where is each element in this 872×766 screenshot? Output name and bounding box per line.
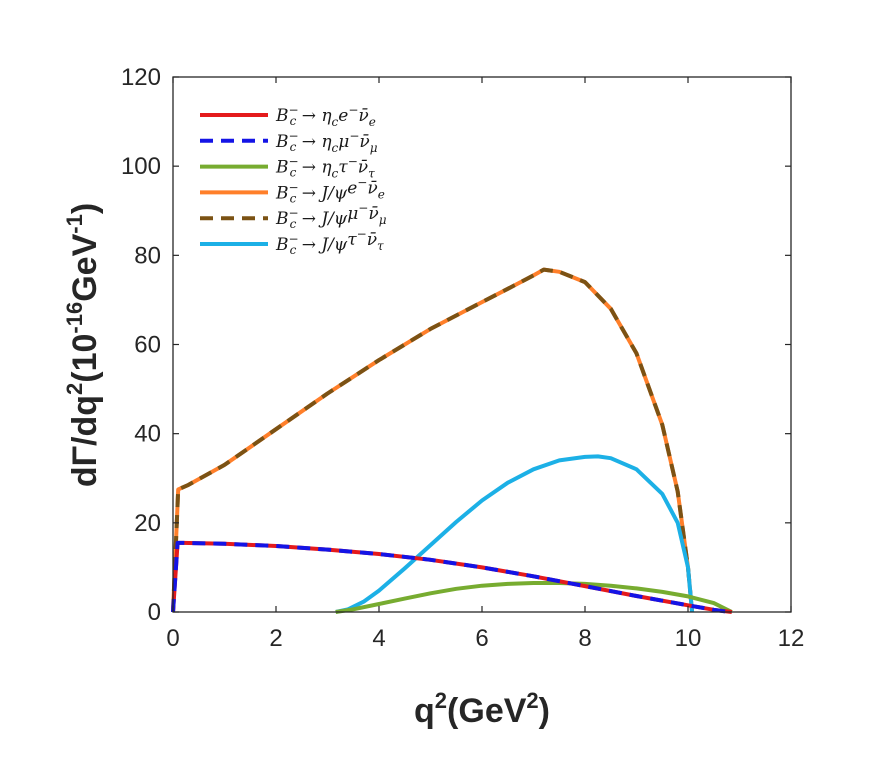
series-line-2 [171, 540, 730, 614]
x-tick-label: 10 [675, 625, 702, 652]
y-tick-label: 100 [121, 153, 161, 180]
series-line-3 [335, 581, 733, 614]
legend-entry-4: B− c → J/ψe−ν̄e [275, 175, 385, 205]
x-tick-label: 2 [269, 625, 282, 652]
legend-entry-1: B− c → ηce−ν̄e [275, 103, 376, 129]
y-tick-label: 60 [134, 332, 161, 359]
x-tick-label: 6 [475, 625, 488, 652]
series-line-6 [335, 454, 695, 614]
legend-entry-2: B− c → ηcμ−ν̄μ [275, 129, 378, 155]
plot-area [173, 77, 791, 612]
y-axis-title: dΓ/dq2(10-16GeV-1) [62, 203, 104, 487]
y-tick-label: 80 [134, 242, 161, 269]
series-layer [171, 267, 733, 614]
legend-entry-6: B− c → J/ψτ−ν̄τ [275, 227, 384, 257]
x-tick-label: 12 [778, 625, 805, 652]
y-tick-label: 0 [148, 599, 161, 626]
series-line-5 [171, 267, 695, 613]
legend-entry-5: B− c → J/ψμ−ν̄μ [275, 201, 387, 231]
legend-entry-3: B− c → ηcτ−ν̄τ [275, 155, 375, 181]
x-tick-label: 4 [372, 625, 385, 652]
y-tick-label: 40 [134, 421, 161, 448]
x-tick-label: 0 [166, 625, 179, 652]
x-tick-label: 8 [578, 625, 591, 652]
x-axis-title: q2(GeV2) [414, 688, 550, 730]
y-tick-label: 120 [121, 64, 161, 91]
legend: B− c → ηce−ν̄eB− c → ηcμ−ν̄μB− c → ηcτ−ν̄τB… [200, 103, 387, 257]
y-tick-label: 20 [134, 510, 161, 537]
